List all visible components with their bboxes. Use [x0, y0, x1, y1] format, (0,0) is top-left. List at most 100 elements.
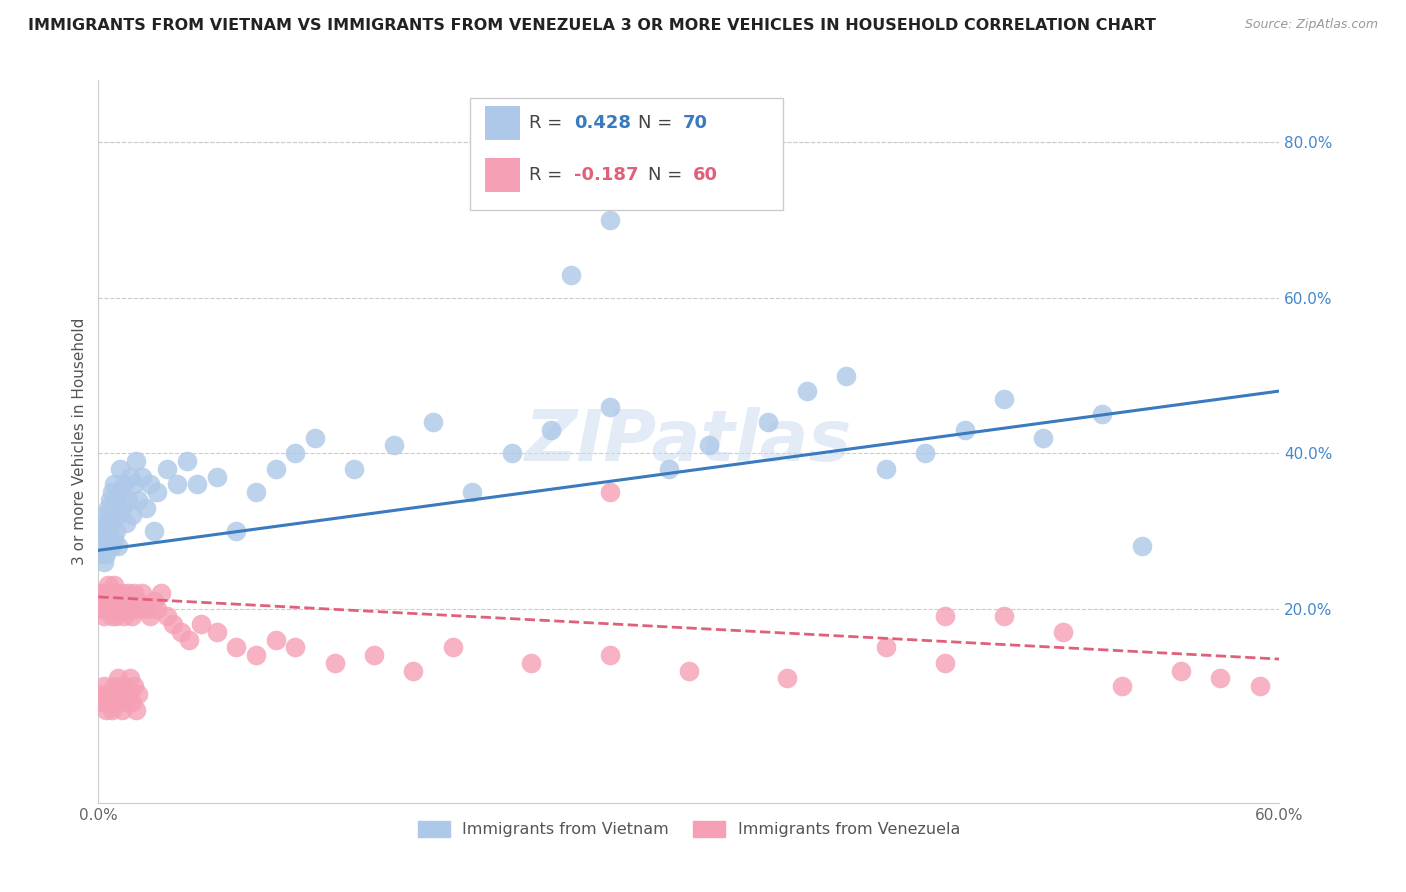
Point: [162, 617, 184, 632]
Point: [176, 454, 198, 468]
Point: [93, 679, 115, 693]
Point: [97, 500, 120, 515]
Point: [131, 469, 153, 483]
Point: [1249, 679, 1271, 693]
Point: [166, 477, 188, 491]
Point: [105, 586, 128, 600]
Point: [323, 656, 346, 670]
Point: [1209, 672, 1232, 686]
Point: [107, 594, 129, 608]
Point: [97, 695, 120, 709]
Point: [101, 508, 124, 523]
Point: [101, 485, 124, 500]
Point: [98, 492, 121, 507]
Point: [107, 540, 129, 554]
Point: [678, 664, 700, 678]
Point: [96, 524, 118, 538]
Point: [91, 524, 114, 538]
Point: [993, 392, 1015, 406]
Point: [934, 609, 956, 624]
Point: [115, 594, 138, 608]
Point: [112, 679, 135, 693]
Point: [125, 454, 148, 468]
Point: [115, 695, 138, 709]
Point: [540, 423, 562, 437]
Point: [118, 601, 141, 615]
Text: 70: 70: [683, 114, 709, 132]
Text: R =: R =: [530, 114, 568, 132]
Text: R =: R =: [530, 166, 568, 184]
Point: [914, 446, 936, 460]
Point: [103, 601, 125, 615]
Point: [125, 702, 148, 716]
Point: [150, 586, 173, 600]
Point: [835, 368, 858, 383]
Point: [156, 609, 179, 624]
Point: [461, 485, 484, 500]
Point: [284, 446, 307, 460]
Point: [135, 500, 157, 515]
Point: [91, 586, 114, 600]
Point: [599, 648, 621, 663]
Point: [127, 492, 149, 507]
Point: [121, 609, 143, 624]
Point: [875, 640, 897, 655]
Point: [756, 415, 779, 429]
Point: [89, 594, 111, 608]
Point: [658, 461, 681, 475]
Point: [121, 695, 143, 709]
Point: [599, 213, 621, 227]
Text: N =: N =: [648, 166, 688, 184]
Point: [93, 609, 115, 624]
Point: [93, 594, 115, 608]
Point: [97, 524, 120, 538]
Point: [205, 469, 228, 483]
Point: [111, 586, 134, 600]
Point: [91, 540, 114, 554]
Point: [121, 508, 143, 523]
Point: [131, 586, 153, 600]
Point: [112, 609, 135, 624]
Point: [402, 664, 425, 678]
Point: [501, 446, 523, 460]
Point: [117, 687, 139, 701]
Y-axis label: 3 or more Vehicles in Household: 3 or more Vehicles in Household: [72, 318, 87, 566]
Point: [107, 508, 129, 523]
Point: [190, 617, 212, 632]
Point: [205, 624, 228, 639]
Point: [108, 485, 131, 500]
Point: [993, 609, 1015, 624]
Point: [115, 516, 138, 530]
Point: [103, 578, 125, 592]
Point: [146, 485, 169, 500]
Point: [105, 609, 128, 624]
Point: [98, 532, 121, 546]
Point: [142, 594, 165, 608]
Point: [776, 672, 799, 686]
Point: [98, 516, 121, 530]
Text: -0.187: -0.187: [575, 166, 638, 184]
Point: [93, 516, 115, 530]
Point: [105, 524, 128, 538]
Point: [225, 524, 247, 538]
Point: [177, 632, 200, 647]
Point: [156, 461, 179, 475]
Point: [284, 640, 307, 655]
Point: [363, 648, 385, 663]
Text: Source: ZipAtlas.com: Source: ZipAtlas.com: [1244, 18, 1378, 31]
Point: [96, 601, 118, 615]
Point: [264, 461, 287, 475]
Point: [875, 461, 897, 475]
Point: [127, 687, 149, 701]
Point: [101, 702, 124, 716]
Point: [304, 431, 326, 445]
Point: [953, 423, 976, 437]
Point: [1032, 431, 1054, 445]
Point: [441, 640, 464, 655]
Point: [108, 601, 131, 615]
Point: [118, 672, 141, 686]
Point: [138, 609, 160, 624]
Point: [245, 485, 267, 500]
Point: [264, 632, 287, 647]
Point: [117, 586, 139, 600]
